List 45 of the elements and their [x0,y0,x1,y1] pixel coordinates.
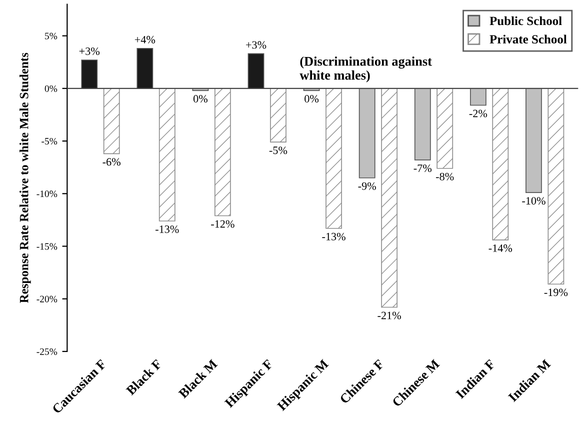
bar [526,88,542,194]
y-tick-label: 0% [44,85,58,92]
y-tick-label: -25% [36,348,58,355]
data-label: -13% [156,225,179,234]
legend-label: Public School [490,16,562,26]
data-label: -5% [269,146,288,154]
y-tick-label: 5% [45,32,58,40]
bar [158,88,176,222]
y-axis-title: Response Rate Relative to white Male Students [19,52,31,303]
data-label: -21% [378,312,401,320]
bar [358,88,376,178]
data-label: -19% [544,288,568,296]
data-label: -6% [102,158,120,166]
data-label: -7% [414,164,432,172]
data-label: -10% [522,197,546,205]
legend-label: Private School [490,34,567,44]
annotation: (Discrimination against white males) [300,56,432,82]
data-label: -12% [211,220,234,228]
bar [492,88,509,240]
bar [248,53,264,89]
y-tick-label: -15% [36,243,58,250]
bar [436,88,454,169]
data-label: -13% [322,232,346,240]
data-label: +3% [79,47,100,56]
bar [470,88,486,106]
data-label: 0% [193,95,208,103]
data-label: -2% [469,110,488,118]
data-label: -8% [436,172,454,180]
data-label: +4% [134,36,156,44]
bar [548,88,564,285]
bar [81,60,98,89]
bar [136,48,154,89]
data-label: 0% [304,95,319,103]
data-label: -9% [358,182,376,190]
bar [326,88,342,229]
data-label: +3% [246,41,266,49]
y-tick-label: -10% [36,190,58,198]
y-tick-label: -20% [36,296,58,302]
bar [214,88,231,216]
bar [270,88,286,143]
y-tick-label: -5% [42,138,58,145]
bar [414,88,431,160]
bar [381,88,398,308]
bar [103,88,120,154]
data-label: -14% [488,244,512,252]
